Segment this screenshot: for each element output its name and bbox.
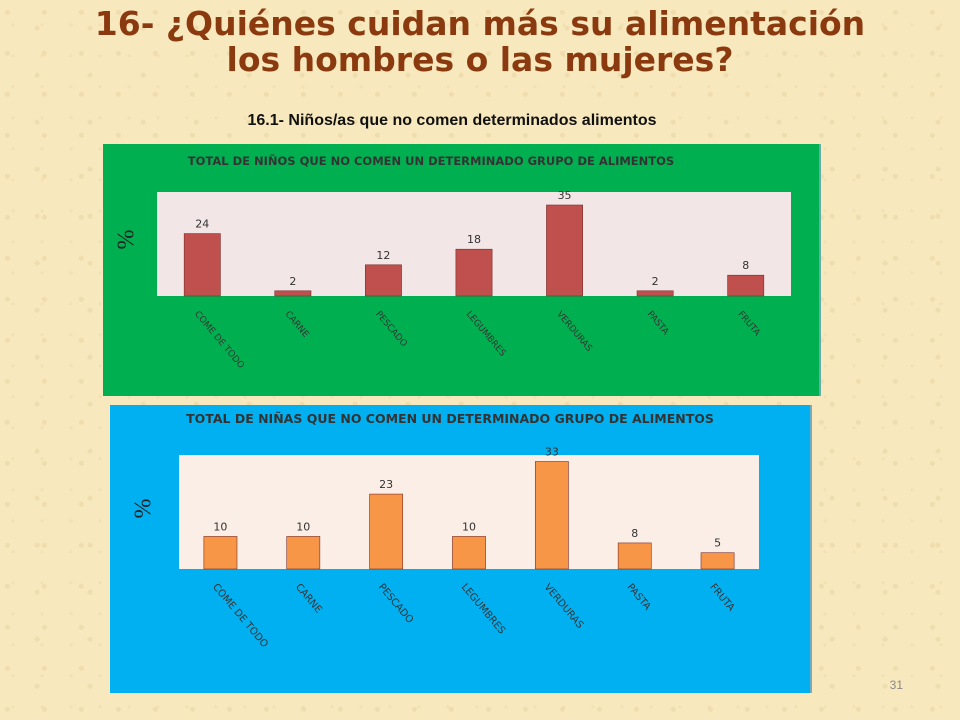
slide-subtitle: 16.1- Niños/as que no comen determinados… xyxy=(247,112,657,129)
boys-category-label-6: FRUTA xyxy=(735,310,762,339)
slide-title-line2: los hombres o las mujeres? xyxy=(226,40,734,79)
girls-category-label-2: PESCADO xyxy=(376,582,415,626)
boys-category-label-4: VERDURAS xyxy=(554,310,594,354)
girls-category-label-5: PASTA xyxy=(624,582,652,613)
girls-data-label-1: 10 xyxy=(296,520,310,533)
slide-title: 16- ¿Quiénes cuidan más su alimentación … xyxy=(0,6,960,78)
girls-data-label-0: 10 xyxy=(213,520,227,533)
boys-bar-chart: 24 COME DE TODO 2 CARNE 12 PESCADO 18 LEGUMBRES… xyxy=(157,189,791,371)
boys-bar-3 xyxy=(455,248,493,297)
girls-bar-3 xyxy=(452,536,486,570)
girls-bar-2 xyxy=(369,493,404,570)
girls-category-label-0: COME DE TODO xyxy=(210,582,270,650)
girls-category-label-4: VERDURAS xyxy=(542,582,586,631)
girls-data-label-2: 23 xyxy=(379,478,393,491)
boys-bar-2 xyxy=(365,264,402,297)
girls-bar-6 xyxy=(700,552,735,570)
boys-category-label-3: LEGUMBRES xyxy=(464,310,508,359)
girls-category-label-6: FRUTA xyxy=(707,582,736,614)
girls-bar-5 xyxy=(617,542,652,570)
girls-category-label-1: CARNE xyxy=(293,582,324,616)
slide-title-line1: 16- ¿Quiénes cuidan más su alimentación xyxy=(94,4,866,43)
boys-data-label-0: 24 xyxy=(195,218,209,231)
girls-data-label-3: 10 xyxy=(462,520,476,533)
boys-category-label-2: PESCADO xyxy=(373,310,408,350)
girls-bar-4 xyxy=(534,461,569,570)
boys-bar-4 xyxy=(546,204,583,297)
boys-chart-title: TOTAL DE NIÑOS QUE NO COMEN UN DETERMINA… xyxy=(187,154,675,168)
boys-chart-panel: TOTAL DE NIÑOS QUE NO COMEN UN DETERMINA… xyxy=(103,144,821,396)
boys-data-label-6: 8 xyxy=(742,259,749,272)
boys-category-label-5: PASTA xyxy=(645,310,671,338)
girls-bar-1 xyxy=(286,536,321,570)
girls-data-label-4: 33 xyxy=(545,446,559,459)
girls-data-label-5: 8 xyxy=(631,527,638,540)
boys-data-label-3: 18 xyxy=(467,233,481,246)
boys-bar-5 xyxy=(636,290,674,297)
page-number: 31 xyxy=(889,678,903,692)
boys-data-label-2: 12 xyxy=(376,249,390,262)
girls-bar-chart: 10 COME DE TODO 10 CARNE 23 PESCADO 10 LEGUMBRE… xyxy=(179,446,759,650)
boys-category-label-0: COME DE TODO xyxy=(192,310,246,371)
boys-data-label-5: 2 xyxy=(652,275,659,288)
boys-bar-0 xyxy=(183,233,221,297)
boys-bar-6 xyxy=(727,274,765,297)
boys-data-label-1: 2 xyxy=(289,275,296,288)
girls-bar-0 xyxy=(203,536,238,570)
girls-chart-title: TOTAL DE NIÑAS QUE NO COMEN UN DETERMINA… xyxy=(186,411,714,426)
boys-bar-1 xyxy=(274,290,312,297)
girls-category-label-3: LEGUMBRES xyxy=(459,582,507,637)
boys-category-label-1: CARNE xyxy=(283,310,311,341)
boys-data-label-4: 35 xyxy=(558,189,572,202)
girls-data-label-6: 5 xyxy=(714,537,721,550)
girls-chart-panel: TOTAL DE NIÑAS QUE NO COMEN UN DETERMINA… xyxy=(110,405,812,693)
